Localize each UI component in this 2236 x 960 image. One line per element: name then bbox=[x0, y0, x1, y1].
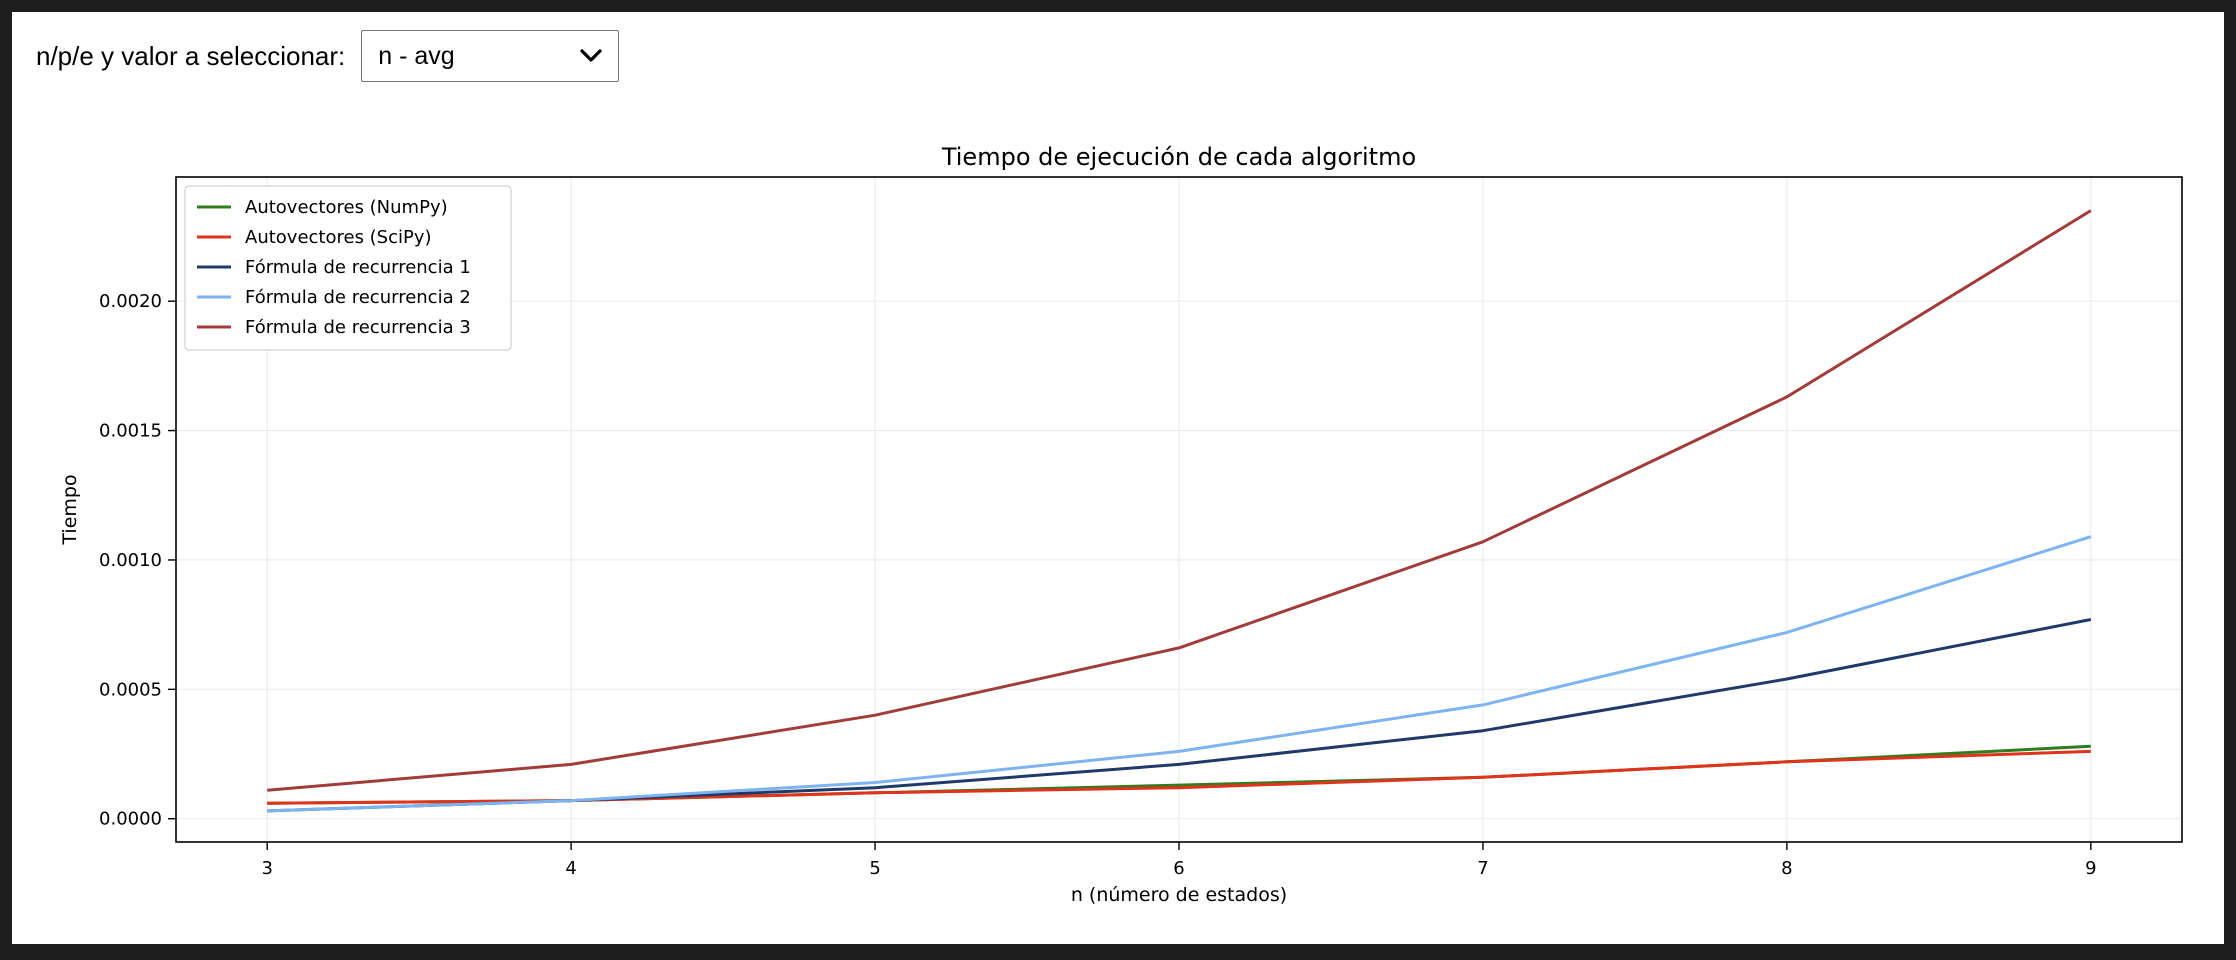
y-axis-ticks: 0.0000 0.0005 0.0010 0.0015 0.0020 bbox=[99, 291, 176, 830]
series-line-5 bbox=[267, 209, 2092, 792]
legend-box bbox=[184, 185, 512, 351]
variable-select[interactable]: n - avg bbox=[361, 30, 620, 82]
x-tick-label: 3 bbox=[261, 858, 272, 879]
series-line-4 bbox=[267, 535, 2092, 813]
grid-lines bbox=[176, 177, 2182, 842]
legend: Autovectores (NumPy) Autovectores (SciPy)… bbox=[184, 185, 512, 351]
chart-title: Tiempo de ejecución de cada algoritmo bbox=[941, 143, 1416, 171]
controls-bar: n/p/e y valor a seleccionar: n - avg bbox=[36, 30, 620, 82]
y-tick-label: 0.0005 bbox=[99, 679, 162, 700]
x-axis-label: n (número de estados) bbox=[1071, 884, 1287, 906]
x-tick-label: 5 bbox=[869, 858, 880, 879]
x-tick-label: 8 bbox=[1781, 858, 1792, 879]
x-tick-label: 6 bbox=[1173, 858, 1184, 879]
legend-label: Fórmula de recurrencia 2 bbox=[245, 287, 471, 308]
legend-label: Fórmula de recurrencia 1 bbox=[245, 257, 471, 278]
x-axis-ticks: 3 4 5 6 7 8 9 bbox=[261, 842, 2097, 879]
y-tick-label: 0.0010 bbox=[99, 550, 162, 571]
legend-label: Fórmula de recurrencia 3 bbox=[245, 317, 471, 338]
x-tick-label: 4 bbox=[565, 858, 576, 879]
legend-label: Autovectores (NumPy) bbox=[245, 197, 448, 218]
y-tick-label: 0.0000 bbox=[99, 809, 162, 830]
x-tick-label: 9 bbox=[2085, 858, 2096, 879]
series-layer bbox=[267, 209, 2092, 813]
chevron-down-icon bbox=[580, 49, 602, 63]
y-tick-label: 0.0020 bbox=[99, 291, 162, 312]
selector-label: n/p/e y valor a seleccionar: bbox=[36, 40, 346, 71]
legend-label: Autovectores (SciPy) bbox=[245, 227, 432, 248]
selected-value: n - avg bbox=[378, 41, 455, 70]
x-tick-label: 7 bbox=[1477, 858, 1488, 879]
y-tick-label: 0.0015 bbox=[99, 421, 162, 442]
y-axis-label: Tiempo bbox=[59, 474, 81, 545]
